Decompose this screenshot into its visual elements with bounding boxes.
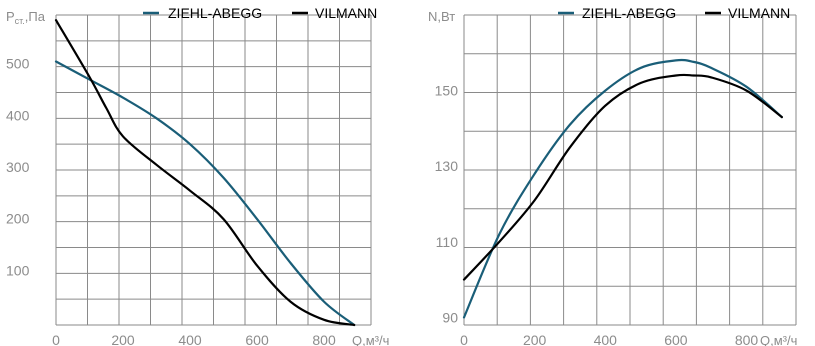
legend: ZIEHL-ABEGG VILMANN bbox=[558, 5, 790, 21]
y-tick-label: 90 bbox=[442, 309, 458, 325]
y-axis-label: N,Вт bbox=[428, 9, 455, 24]
y-tick-label: 400 bbox=[6, 107, 30, 123]
legend-label-vilmann: VILMANN bbox=[728, 5, 790, 21]
y-tick-label: 110 bbox=[436, 234, 459, 250]
x-tick-label: 400 bbox=[594, 332, 618, 346]
y-tick-label: 150 bbox=[435, 83, 459, 99]
y-tick-label: 300 bbox=[6, 159, 30, 175]
y-tick-label: 200 bbox=[6, 211, 30, 227]
x-tick-label: 600 bbox=[664, 332, 688, 346]
legend-label-ziehl-abegg: ZIEHL-ABEGG bbox=[168, 5, 262, 21]
x-tick-label: 600 bbox=[245, 332, 269, 346]
y-axis-label: Pст.,Па bbox=[6, 9, 46, 26]
y-tick-label: 500 bbox=[6, 56, 30, 72]
x-tick-label: 800 bbox=[735, 332, 759, 346]
grid bbox=[463, 14, 797, 326]
x-tick-label: 200 bbox=[111, 332, 135, 346]
series-line-vilmann bbox=[54, 19, 356, 327]
chart-1: 0 200 400 600 800 Q,м³/ч 100 200 300 400 500 Pст.,П… bbox=[6, 5, 389, 346]
x-tick-label: 400 bbox=[178, 332, 202, 346]
x-tick-label: 0 bbox=[460, 332, 468, 346]
grid bbox=[55, 14, 372, 326]
legend-label-vilmann: VILMANN bbox=[315, 5, 377, 21]
x-tick-label: 800 bbox=[312, 332, 336, 346]
x-tick-label: 0 bbox=[52, 332, 60, 346]
legend-label-ziehl-abegg: ZIEHL-ABEGG bbox=[582, 5, 676, 21]
chart-2: 0 200 400 600 800 Q,м³/ч 90 110 130 150 N,Вт ZIEHL-… bbox=[428, 5, 797, 346]
series-line-ziehl-abegg bbox=[54, 60, 356, 327]
series-line-ziehl-abegg bbox=[462, 58, 783, 319]
x-axis-label: Q,м³/ч bbox=[760, 333, 797, 346]
x-axis-label: Q,м³/ч bbox=[352, 333, 389, 346]
series-line-vilmann bbox=[462, 73, 783, 281]
y-tick-label: 130 bbox=[435, 158, 459, 174]
x-tick-label: 200 bbox=[523, 332, 547, 346]
legend: ZIEHL-ABEGG VILMANN bbox=[143, 5, 377, 21]
y-tick-label: 100 bbox=[6, 262, 30, 278]
